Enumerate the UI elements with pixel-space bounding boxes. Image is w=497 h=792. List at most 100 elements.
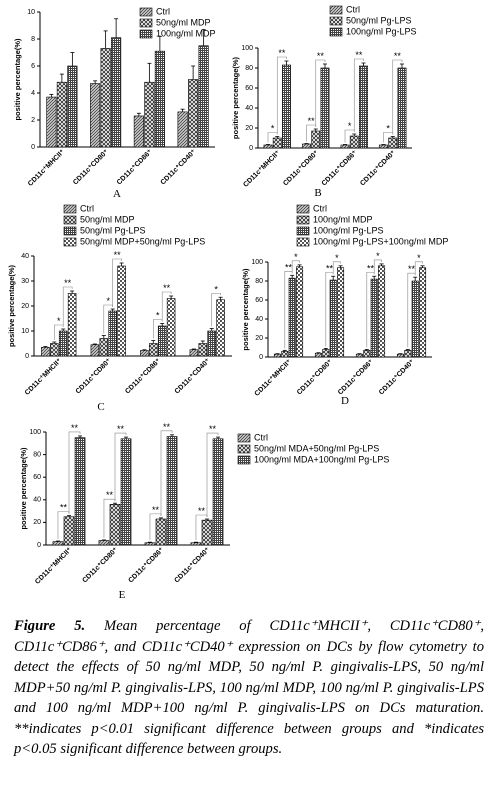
bar: [396, 353, 404, 358]
legend-label: 100ng/ml MDP: [313, 214, 373, 224]
bar: [90, 83, 101, 148]
bar: [188, 79, 199, 148]
significance-label: **: [114, 250, 122, 260]
y-axis-label: positive percentage(%): [231, 56, 240, 139]
legend-label: 100ng/ml Pg-LPS: [346, 26, 417, 36]
bar: [108, 310, 117, 357]
bar: [58, 330, 68, 357]
bar: [379, 144, 388, 149]
bar: [67, 293, 77, 357]
legend-swatch: [63, 237, 77, 247]
significance-bracket: [373, 259, 382, 275]
bar: [111, 37, 122, 148]
significance-bracket: [114, 432, 127, 502]
y-tick-label: 40: [255, 316, 263, 323]
caption-label: Figure 5.: [14, 618, 86, 634]
significance-label: *: [271, 124, 275, 134]
bar: [296, 266, 304, 358]
legend-swatch: [237, 455, 251, 465]
y-tick-label: 0: [37, 542, 41, 549]
y-tick-label: 2: [31, 117, 35, 124]
bar: [419, 267, 427, 358]
significance-bracket: [112, 258, 122, 307]
bar: [98, 540, 110, 546]
bar: [100, 48, 111, 148]
y-tick-label: 80: [245, 65, 253, 72]
significance-label: *: [57, 316, 61, 326]
significance-label: *: [348, 121, 352, 131]
legend-swatch: [329, 16, 343, 26]
bar: [46, 96, 57, 148]
bar: [140, 350, 149, 357]
bar: [212, 438, 224, 546]
y-tick-label: 60: [255, 297, 263, 304]
caption-text: Mean percentage of CD11c⁺MHCII⁺, CD11c⁺C…: [14, 618, 485, 757]
panel-letter: D: [341, 395, 349, 407]
significance-label: **: [106, 490, 114, 500]
bar: [190, 542, 202, 546]
bar: [397, 67, 407, 149]
significance-bracket: [414, 261, 423, 276]
bar: [144, 542, 156, 546]
x-tick-label: CD11c⁺CD40⁺: [359, 149, 397, 187]
legend-swatch: [296, 204, 310, 214]
legend-swatch: [63, 226, 77, 236]
y-tick-label: 80: [255, 278, 263, 285]
significance-label: *: [106, 296, 110, 306]
legend-label: 50ng/ml Pg-LPS: [80, 225, 146, 235]
significance-label: *: [214, 284, 218, 294]
significance-label: **: [367, 263, 375, 273]
legend-swatch: [329, 5, 343, 15]
bar: [99, 338, 109, 357]
significance-label: **: [317, 51, 325, 61]
bar: [355, 353, 363, 358]
significance-bracket: [206, 432, 219, 518]
bar: [378, 265, 386, 358]
y-tick-label: 20: [33, 519, 41, 526]
bar: [311, 130, 321, 149]
x-tick-label: CD11c⁺CD80⁺: [72, 148, 110, 186]
bar: [50, 343, 59, 357]
bar: [90, 344, 100, 357]
significance-label: **: [71, 423, 79, 433]
significance-bracket: [161, 291, 172, 322]
legend-swatch: [63, 204, 77, 214]
x-tick-label: CD11c⁺CD80⁺: [296, 358, 334, 396]
legend-swatch: [139, 29, 153, 39]
bar: [198, 343, 208, 357]
bar: [370, 278, 378, 358]
x-tick-label: CD11c⁺CD40⁺: [378, 358, 416, 396]
legend-swatch: [139, 18, 153, 28]
bar: [144, 81, 155, 148]
x-tick-label: CD11c⁺CD80⁺: [75, 357, 113, 395]
significance-bracket: [353, 58, 364, 132]
y-axis-label: positive percentage(%): [241, 268, 250, 351]
significance-label: **: [163, 422, 171, 432]
bar: [56, 81, 67, 148]
y-tick-label: 0: [31, 144, 35, 151]
y-tick-label: 30: [21, 278, 29, 285]
x-tick-label: CD11c⁺CD40⁺: [173, 546, 211, 584]
x-tick-label: CD11c⁺CD86⁺: [127, 546, 165, 584]
y-axis-label: positive percentage(%): [7, 264, 16, 347]
bar: [302, 143, 311, 149]
bar: [337, 267, 345, 358]
bar: [166, 298, 176, 357]
y-tick-label: 60: [33, 474, 41, 481]
y-tick-label: 0: [249, 145, 253, 152]
significance-label: **: [278, 48, 286, 58]
x-tick-label: CD11c⁺CD86⁺: [124, 357, 162, 395]
y-axis-label: positive percentage(%): [13, 38, 22, 121]
significance-bracket: [62, 286, 73, 327]
significance-label: **: [408, 264, 416, 274]
significance-label: *: [294, 252, 298, 262]
legend-label: 100ng/ml Pg-LPS+100ng/ml MDP: [313, 236, 448, 246]
significance-bracket: [392, 59, 403, 135]
x-tick-label: CD11c⁺CD80⁺: [282, 149, 320, 187]
significance-label: **: [209, 424, 217, 434]
legend-swatch: [237, 444, 251, 454]
legend-label: 50ng/ml MDP: [156, 17, 211, 27]
significance-label: *: [156, 311, 160, 321]
significance-label: **: [163, 283, 171, 293]
